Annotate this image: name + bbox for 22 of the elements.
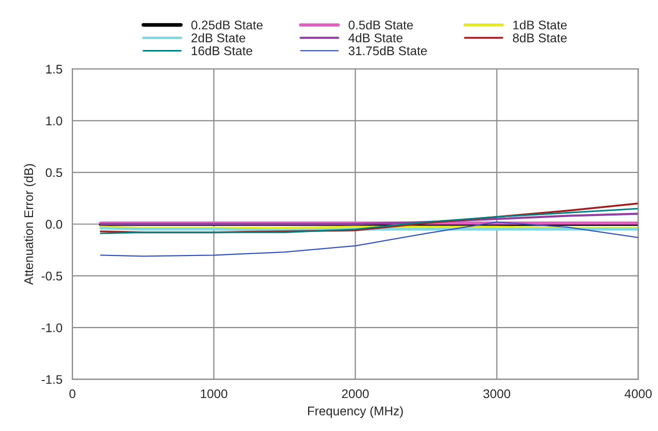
y-tick-label: 0.5 bbox=[46, 168, 62, 178]
y-tick-label: 1.0 bbox=[46, 116, 62, 126]
x-tick-label: 2000 bbox=[342, 389, 369, 398]
y-tick-label: 1.5 bbox=[46, 64, 62, 74]
x-tick-label: 1000 bbox=[200, 389, 228, 398]
legend-label: 2dB State bbox=[192, 33, 246, 42]
x-axis-title: Frequency (MHz) bbox=[308, 406, 403, 418]
legend-label: 1dB State bbox=[513, 20, 567, 30]
legend-label: 0.5dB State bbox=[348, 20, 413, 30]
legend-label: 16dB State bbox=[192, 46, 252, 56]
legend-label: 4dB State bbox=[348, 33, 402, 42]
y-axis-title: Attenuation Error (dB) bbox=[24, 164, 36, 285]
legend-label: 0.25dB State bbox=[191, 20, 263, 30]
legend-label: 31.75dB State bbox=[348, 46, 427, 56]
y-tick-label: -1.0 bbox=[42, 323, 62, 332]
x-tick-label: 4000 bbox=[624, 389, 652, 398]
x-tick-label: 0 bbox=[69, 389, 76, 398]
legend-label: 8dB State bbox=[512, 33, 567, 42]
x-tick-label: 3000 bbox=[483, 389, 510, 398]
y-tick-label: -0.5 bbox=[42, 272, 62, 280]
y-tick-label: 0.0 bbox=[46, 220, 62, 229]
y-tick-label: -1.5 bbox=[42, 375, 62, 384]
